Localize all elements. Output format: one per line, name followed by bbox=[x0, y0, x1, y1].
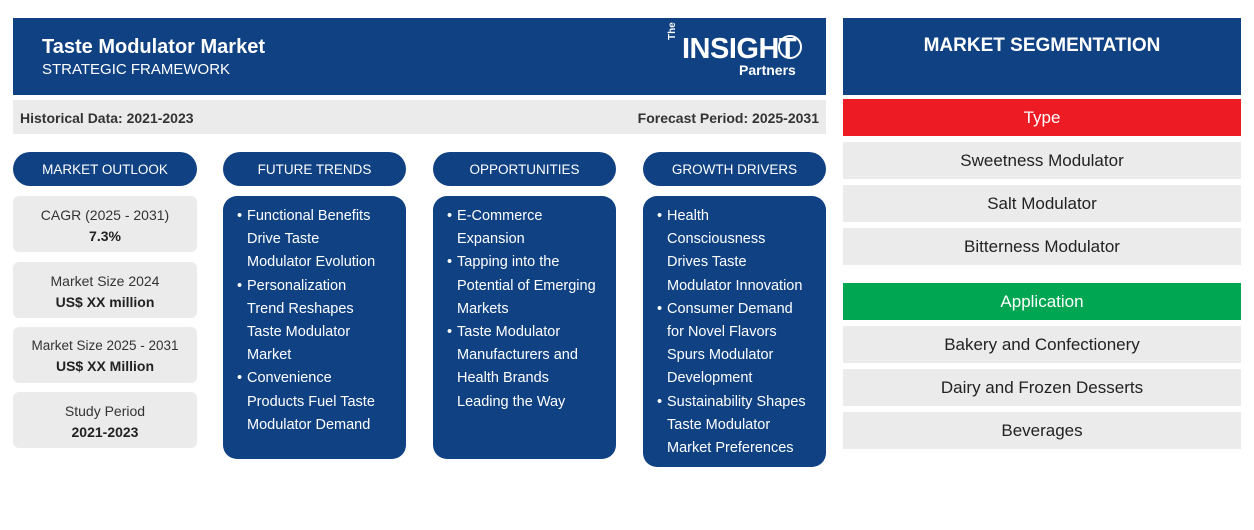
segment-item: Sweetness Modulator bbox=[843, 142, 1241, 179]
segment-item: Beverages bbox=[843, 412, 1241, 449]
segment-item: Salt Modulator bbox=[843, 185, 1241, 222]
report-header bbox=[13, 18, 826, 95]
stat-value: US$ XX Million bbox=[55, 358, 154, 374]
segment-item: Bitterness Modulator bbox=[843, 228, 1241, 265]
forecast-period: Forecast Period: 2025-2031 bbox=[637, 110, 819, 126]
period-bar bbox=[13, 100, 826, 134]
segment-item: Bakery and Confectionery bbox=[843, 326, 1241, 363]
stat-value: US$ XX million bbox=[55, 294, 155, 310]
stat-market-size-2024: Market Size 2024 US$ XX million bbox=[13, 262, 197, 318]
stat-value: 2021-2023 bbox=[71, 424, 139, 440]
opportunities-heading: OPPORTUNITIES bbox=[433, 152, 616, 186]
stat-label: Market Size 2025 - 2031 bbox=[31, 338, 179, 353]
historical-data: Historical Data: 2021-2023 bbox=[20, 110, 194, 126]
stat-label: Study Period bbox=[64, 403, 146, 419]
report-title: Taste Modulator Market bbox=[42, 36, 265, 58]
segment-application-header: Application bbox=[843, 283, 1241, 320]
stat-cagr: CAGR (2025 - 2031) 7.3% bbox=[13, 196, 197, 252]
segmentation-heading: MARKET SEGMENTATION bbox=[843, 18, 1241, 95]
segment-type-header: Type bbox=[843, 99, 1241, 136]
logo-the-text: The bbox=[667, 22, 678, 40]
logo-insight-text: INSIGHT bbox=[682, 33, 797, 65]
stat-value: 7.3% bbox=[89, 228, 121, 244]
stat-label: Market Size 2024 bbox=[50, 273, 160, 289]
growth-drivers-heading: GROWTH DRIVERS bbox=[643, 152, 826, 186]
stat-study-period: Study Period 2021-2023 bbox=[13, 392, 197, 448]
logo-ring-icon bbox=[778, 35, 802, 59]
segment-item: Dairy and Frozen Desserts bbox=[843, 369, 1241, 406]
report-subtitle: STRATEGIC FRAMEWORK bbox=[42, 61, 231, 78]
stat-market-size-forecast: Market Size 2025 - 2031 US$ XX Million bbox=[13, 327, 197, 383]
market-outlook-heading: MARKET OUTLOOK bbox=[13, 152, 197, 186]
logo-partners-text: Partners bbox=[739, 62, 796, 78]
stat-label: CAGR (2025 - 2031) bbox=[40, 207, 170, 223]
future-trends-heading: FUTURE TRENDS bbox=[223, 152, 406, 186]
